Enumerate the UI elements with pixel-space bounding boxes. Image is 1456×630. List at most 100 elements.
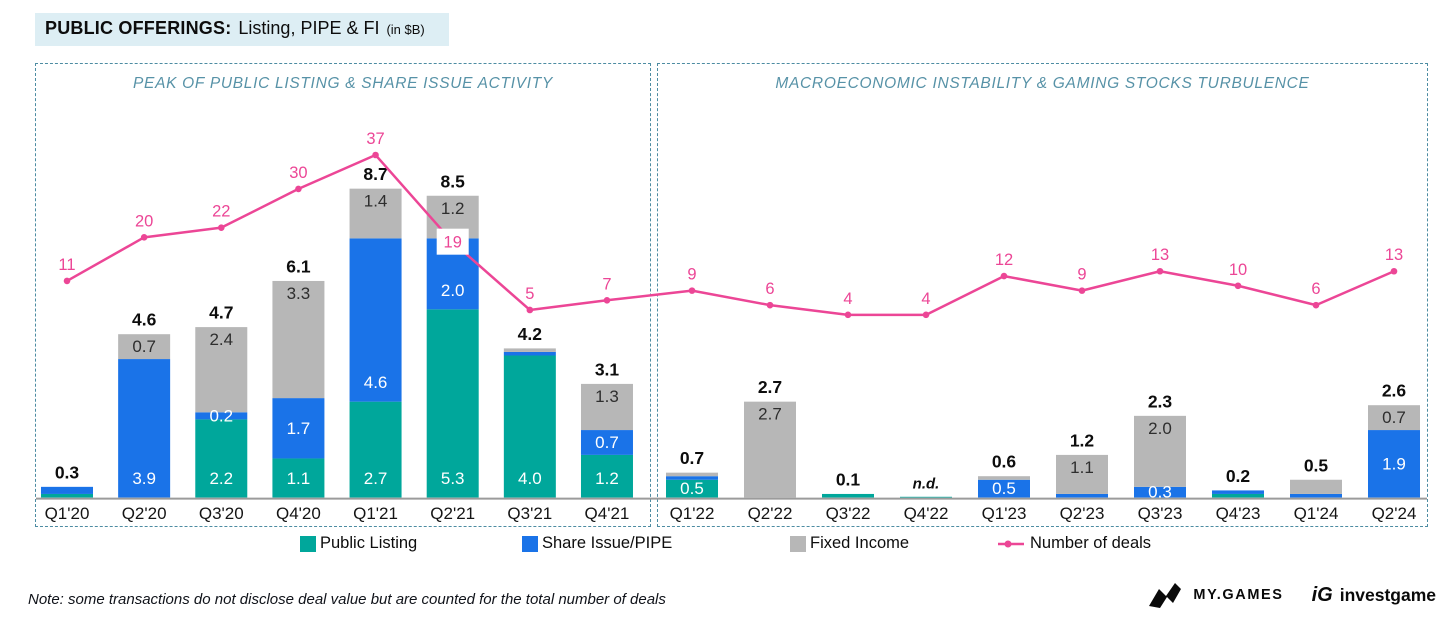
page-title: PUBLIC OFFERINGS: Listing, PIPE & FI (in… xyxy=(35,13,449,46)
segment-value-label: 0.2 xyxy=(209,406,233,425)
bar-segment-public_listing-Q1'22 xyxy=(666,479,718,498)
deals-point-Q3'21 xyxy=(526,306,534,314)
bar-segment-share_issue_pipe-Q1'23 xyxy=(978,479,1030,498)
bar-segment-fixed_income-Q1'23 xyxy=(978,476,1030,480)
bar-segment-share_issue_pipe-Q3'21 xyxy=(503,351,556,356)
bar-total-label: 3.1 xyxy=(595,359,620,379)
deals-point-Q4'22 xyxy=(922,311,930,319)
bar-total-label: 4.7 xyxy=(209,303,233,323)
bar-segment-public_listing-Q1'20 xyxy=(41,493,93,498)
deals-count-label: 4 xyxy=(843,290,852,308)
segment-value-label: 0.7 xyxy=(595,433,619,452)
bar-segment-fixed_income-Q1'22 xyxy=(666,472,718,477)
x-axis-tick-label: Q4'21 xyxy=(585,504,630,523)
deals-count-label: 11 xyxy=(58,256,75,274)
segment-value-label: 2.7 xyxy=(364,469,388,488)
bar-segment-public_listing-Q4'23 xyxy=(1212,493,1264,498)
x-axis-tick-label: Q1'20 xyxy=(45,504,90,523)
segment-value-label: 1.1 xyxy=(287,469,311,488)
bar-segment-share_issue_pipe-Q2'20 xyxy=(118,359,171,498)
deals-point-Q2'23 xyxy=(1078,287,1086,294)
deals-point-Q1'22 xyxy=(688,287,696,294)
deals-count-label: 37 xyxy=(366,130,384,148)
legend-label: Fixed Income xyxy=(810,534,910,552)
deals-point-Q4'23 xyxy=(1234,282,1242,290)
segment-value-label: 1.9 xyxy=(1382,454,1406,473)
bar-segment-share_issue_pipe-Q4'23 xyxy=(1212,490,1264,494)
deals-point-Q1'23 xyxy=(1000,272,1008,280)
bar-total-label: 6.1 xyxy=(286,256,311,276)
bar-total-label: 1.2 xyxy=(1070,430,1095,450)
segment-value-label: 1.1 xyxy=(1070,458,1094,477)
deals-point-Q3'20 xyxy=(217,224,225,231)
segment-value-label: 2.0 xyxy=(441,281,465,300)
segment-value-label: 1.2 xyxy=(441,199,465,218)
bar-segment-share_issue_pipe-Q1'22 xyxy=(666,476,718,480)
bar-segment-fixed_income-Q3'23 xyxy=(1134,415,1186,487)
bar-segment-fixed_income-Q2'24 xyxy=(1368,405,1420,431)
deals-point-Q4'20 xyxy=(295,185,302,193)
footer-logos: MY.GAMES iG investgame xyxy=(1146,581,1436,609)
bar-total-label: 0.5 xyxy=(1304,455,1329,475)
x-axis-tick-label: Q3'22 xyxy=(826,504,871,523)
legend-item-share-issue-pipe: Share Issue/PIPE xyxy=(522,534,672,553)
deals-point-Q1'21 xyxy=(372,151,379,159)
bar-segment-share_issue_pipe-Q2'23 xyxy=(1056,493,1108,498)
bar-total-label: 0.3 xyxy=(55,462,80,482)
panel-left-title: PEAK OF PUBLIC LISTING & SHARE ISSUE ACT… xyxy=(133,75,553,92)
bar-total-label: 8.7 xyxy=(363,164,387,184)
deals-count-label: 9 xyxy=(687,266,696,284)
segment-value-label: 1.4 xyxy=(364,192,388,211)
public-listing-swatch xyxy=(300,535,316,552)
segment-value-label: 0.7 xyxy=(132,337,156,356)
deals-count-label: 13 xyxy=(1385,246,1403,264)
bar-segment-share_issue_pipe-Q1'20 xyxy=(41,486,93,494)
x-axis-tick-label: Q1'22 xyxy=(670,504,715,523)
x-axis-tick-label: Q2'23 xyxy=(1060,504,1105,523)
bar-total-label: 0.7 xyxy=(680,448,704,468)
deals-count-label: 9 xyxy=(1077,266,1086,284)
share-issue-pipe-swatch xyxy=(522,535,538,552)
bar-segment-fixed_income-Q2'23 xyxy=(1056,454,1108,494)
bar-total-label: 0.2 xyxy=(1226,466,1251,486)
bar-segment-share_issue_pipe-Q3'23 xyxy=(1134,486,1186,498)
x-axis-tick-label: Q4'23 xyxy=(1216,504,1261,523)
x-axis-tick-label: Q2'21 xyxy=(430,504,475,523)
x-axis-tick-label: Q2'22 xyxy=(748,504,793,523)
mygames-mark-icon xyxy=(1149,583,1182,608)
bar-segment-public_listing-Q3'21 xyxy=(503,355,556,498)
x-axis-tick-label: Q3'21 xyxy=(507,504,552,523)
mygames-logo: MY.GAMES xyxy=(1146,581,1283,609)
legend-item-fixed-income: Fixed Income xyxy=(790,534,909,553)
segment-value-label: 4.0 xyxy=(518,469,542,488)
deals-count-label: 6 xyxy=(1311,280,1320,298)
x-axis-tick-label: Q3'23 xyxy=(1138,504,1183,523)
x-axis-tick-label: Q2'24 xyxy=(1372,504,1417,523)
x-axis-tick-label: Q1'24 xyxy=(1294,504,1339,523)
legend-item-number-of-deals: Number of deals xyxy=(996,534,1151,553)
deals-count-label: 6 xyxy=(765,280,774,298)
bar-segment-share_issue_pipe-Q4'20 xyxy=(272,398,325,459)
bar-total-label: 4.6 xyxy=(132,310,157,330)
deals-line-swatch xyxy=(998,540,1024,547)
legend-label: Public Listing xyxy=(320,534,418,552)
bar-total-label: 0.1 xyxy=(836,469,861,489)
legend-item-public-listing: Public Listing xyxy=(300,534,417,553)
segment-value-label: 1.7 xyxy=(287,419,311,438)
deals-point-Q2'20 xyxy=(140,234,148,241)
bar-segment-fixed_income-Q4'20 xyxy=(272,280,325,399)
bar-segment-public_listing-Q4'20 xyxy=(272,458,325,498)
deals-point-Q3'22 xyxy=(844,311,852,319)
deals-count-label: 12 xyxy=(995,251,1013,269)
fixed-income-swatch xyxy=(790,535,806,552)
bar-total-label: n.d. xyxy=(913,475,940,492)
deals-line xyxy=(66,153,1395,317)
legend-label: Share Issue/PIPE xyxy=(542,534,673,552)
bar-segment-public_listing-Q4'22 xyxy=(900,496,952,498)
bar-total-label: 0.6 xyxy=(992,452,1017,472)
bar-segment-public_listing-Q2'21 xyxy=(426,309,479,498)
bar-segment-share_issue_pipe-Q4'21 xyxy=(580,430,633,455)
page-title-unit: (in $B) xyxy=(386,22,425,37)
